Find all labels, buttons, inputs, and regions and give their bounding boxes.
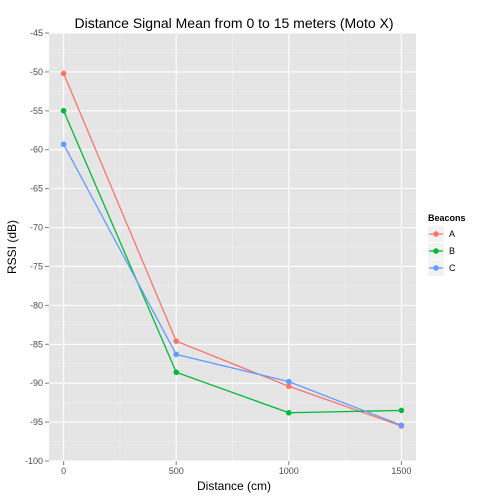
legend-point-a	[433, 231, 439, 237]
data-point-a	[60, 70, 67, 77]
data-point-b	[285, 409, 292, 416]
legend-point-b	[433, 248, 439, 254]
data-point-c	[173, 351, 180, 358]
legend-title: Beacons	[428, 213, 466, 223]
data-point-a	[173, 338, 180, 344]
series-line-a	[63, 73, 402, 427]
data-point-c	[285, 378, 292, 385]
y-axis-label: RSSI (dB)	[5, 220, 19, 274]
data-point-c	[60, 141, 67, 148]
x-tick-label: 0	[61, 466, 66, 476]
y-tick-label: -45	[30, 28, 43, 38]
y-tick-label: -100	[25, 456, 43, 466]
legend-items: ABC	[428, 226, 456, 276]
y-tick-label: -75	[30, 261, 43, 271]
x-axis: 0 500 1000 1500	[61, 461, 411, 476]
x-tick-label: 1000	[279, 466, 299, 476]
series-line-c	[63, 143, 402, 426]
x-axis-label: Distance (cm)	[197, 479, 271, 493]
x-tick-label: 1500	[391, 466, 411, 476]
series-line-b	[63, 110, 402, 414]
series-lines	[63, 73, 402, 427]
legend-label-b: B	[449, 246, 455, 256]
y-tick-label: -85	[30, 339, 43, 349]
legend-label-a: A	[449, 229, 455, 239]
y-tick-label: -80	[30, 300, 43, 310]
y-tick-label: -55	[30, 106, 43, 116]
x-tick-label: 500	[169, 466, 184, 476]
data-point-b	[398, 407, 405, 414]
y-tick-label: -90	[30, 378, 43, 388]
y-tick-label: -70	[30, 223, 43, 233]
data-point-c	[398, 422, 405, 429]
series-points	[60, 70, 405, 429]
chart-title: Distance Signal Mean from 0 to 15 meters…	[74, 15, 393, 31]
y-tick-label: -60	[30, 145, 43, 155]
data-point-a	[285, 383, 292, 390]
data-point-b	[173, 369, 180, 376]
y-tick-label: -50	[30, 67, 43, 77]
legend-label-c: C	[449, 263, 456, 273]
legend: Beacons ABC	[428, 213, 466, 276]
y-axis: -100 -95 -90 -85 -80 -75 -70 -65 -60 -55 -50 -45	[25, 28, 49, 466]
y-tick-label: -65	[30, 184, 43, 194]
data-point-b	[60, 108, 67, 114]
y-tick-label: -95	[30, 417, 43, 427]
grid-major	[49, 32, 416, 462]
legend-point-c	[433, 265, 439, 271]
